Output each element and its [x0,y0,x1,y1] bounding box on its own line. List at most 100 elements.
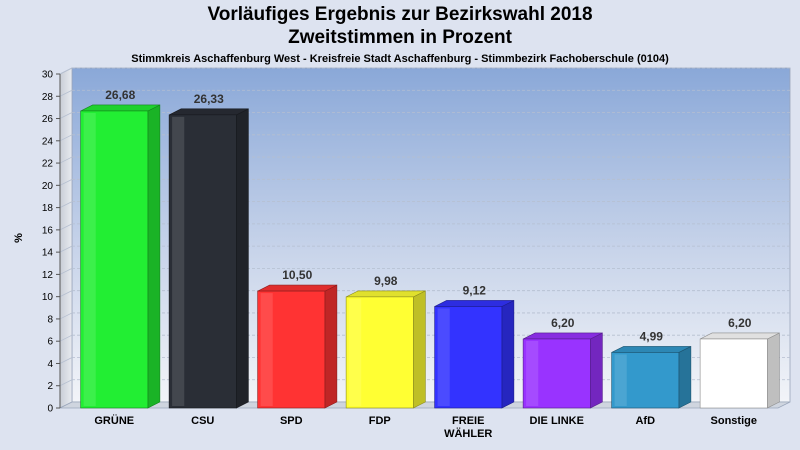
bar-side [767,332,780,409]
bar-highlight [83,112,96,406]
bar-highlight [437,308,450,406]
bar-top [345,290,426,298]
grid-line-side [59,67,73,75]
grid-line-side [59,334,73,342]
bar-front [257,290,326,409]
data-label: 4,99 [640,329,664,343]
y-tick-label: 24 [42,136,54,147]
bar-highlight [526,340,539,406]
bar-top [257,284,338,292]
grid-line-side [59,268,73,275]
bar[interactable] [522,332,603,409]
data-label: 26,33 [194,92,224,106]
bar-front [611,352,680,409]
y-tick-label: 30 [42,70,54,81]
bar-top [80,104,161,112]
grid-line-side [59,178,73,186]
x-tick-label-line: GRÜNE [94,414,134,427]
bar-top [699,332,780,340]
grid-line-side [59,379,73,387]
bar-top [168,108,249,116]
grid-line-side [59,312,73,320]
bar[interactable] [699,332,780,409]
bar-side [413,290,426,409]
x-axis: GRÜNE CSU SPD FDP FREIE WÄHLER DIE LINKE AfD Son… [94,414,757,440]
bar-side [324,284,338,409]
y-tick-label: 8 [47,314,53,325]
bar[interactable] [257,284,338,409]
data-label: 6,20 [551,316,575,330]
x-tick-label-line: Sonstige [711,415,757,427]
grid-lines [59,67,790,387]
x-tick-label-line: FREIE [452,415,484,427]
chart-subtitle: Stimmkreis Aschaffenburg West - Kreisfre… [131,53,669,65]
bar-front [522,338,591,409]
bar-side [678,345,692,409]
grid-line-side [59,112,73,119]
data-label: 6,20 [728,316,752,330]
grid-line-side [59,357,73,364]
y-tick-label: 6 [47,337,53,348]
grid-line-side [59,245,73,253]
x-tick-label-line: SPD [280,415,303,427]
y-tick-label: 10 [42,292,54,303]
bar-highlight [703,340,716,406]
bar[interactable] [80,104,161,409]
bar-front [80,110,149,409]
bar-front [168,114,237,409]
grid-line-side [59,156,73,164]
y-tick-label: 18 [42,203,54,214]
y-tick-label: 4 [47,359,53,370]
bar[interactable] [345,290,426,409]
x-tick-label: CSU [191,415,214,427]
bar-front [434,306,503,409]
y-tick-label: 22 [42,159,54,170]
y-tick-label: 2 [47,381,53,392]
x-tick-label-line: DIE LINKE [530,415,584,427]
chart-title-line1: Vorläufiges Ergebnis zur Bezirkswahl 201… [207,4,593,25]
bar-front [345,296,414,409]
x-tick-label: FDP [369,415,391,427]
x-tick-label: AfD [635,415,655,427]
grid-line-side [59,290,73,298]
x-tick-label-line: WÄHLER [444,427,492,440]
plot-side-wall [59,67,73,409]
grid-line-side [59,89,73,97]
data-label: 9,12 [463,283,487,297]
bar-side [147,104,161,409]
chart-title: Vorläufiges Ergebnis zur Bezirkswahl 201… [0,3,800,49]
x-tick-label-line: FDP [369,415,391,427]
grid-line-side [59,223,73,231]
x-tick-label-line: CSU [191,415,214,427]
bar-side [236,108,249,409]
bar[interactable] [168,108,249,409]
bar-side [590,332,603,409]
data-label: 10,50 [282,268,312,282]
bar[interactable] [611,345,692,409]
bar-top [611,346,692,353]
x-tick-label: FREIE WÄHLER [444,415,492,440]
bar-highlight [260,293,273,406]
data-label: 9,98 [374,274,398,288]
y-tick-label: 16 [42,225,54,236]
chart-title-line2: Zweitstimmen in Prozent [288,27,512,48]
x-tick-label: DIE LINKE [530,415,584,427]
y-tick-label: 0 [47,404,53,415]
bars: 26,68 26,33 10,50 9,98 9,12 6,20 4,99 6,20 [80,88,780,409]
x-tick-label: GRÜNE [94,414,134,427]
grid-line-side [59,134,73,142]
data-label: 26,68 [105,88,135,102]
bar-top [434,300,515,307]
bar[interactable] [434,299,515,409]
x-tick-label-line: AfD [635,415,655,427]
y-tick-label: 12 [42,270,54,281]
bar-highlight [172,116,185,406]
y-tick-label: 14 [42,248,54,259]
y-tick-label: 26 [42,114,54,125]
x-tick-label: SPD [280,415,303,427]
bar-front [699,338,768,409]
x-tick-label: Sonstige [711,415,757,427]
bar-highlight [614,354,627,406]
